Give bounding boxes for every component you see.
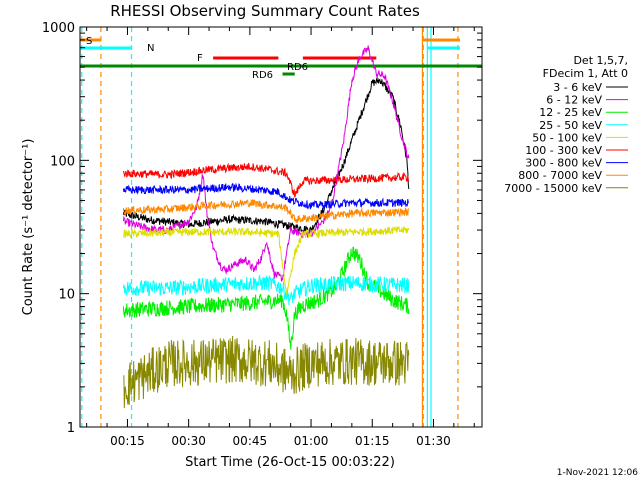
legend-entry-label: 300 - 800 keV <box>525 157 602 170</box>
legend-header: FDecim 1, Att 0 <box>543 67 628 80</box>
x-axis-label: Start Time (26-Oct-15 00:03:22) <box>185 455 395 470</box>
y-axis-label: Count Rate (s⁻¹ detector⁻¹) <box>21 139 36 316</box>
marker-label-n: N <box>147 43 154 54</box>
x-tick-label: 00:30 <box>171 434 206 448</box>
marker-label-f: F <box>197 53 203 64</box>
legend-entry-label: 50 - 100 keV <box>532 131 602 144</box>
legend-entry-label: 25 - 50 keV <box>539 119 602 132</box>
x-tick-label: 00:45 <box>233 434 268 448</box>
series-line-8 <box>122 335 410 409</box>
series-line-3 <box>122 275 410 306</box>
series-line-5 <box>122 162 410 198</box>
marker-label-rd6: RD6 <box>287 62 308 73</box>
axes: 00:15 00:30 00:45 01:00 01:15 01:30 1 10 100 1000 <box>42 21 482 448</box>
series-line-7 <box>122 199 410 224</box>
marker-label-s: S <box>86 36 92 47</box>
series-line-6 <box>122 182 409 210</box>
legend-entry-label: 7000 - 15000 keV <box>504 182 602 195</box>
x-tick-label: 01:15 <box>355 434 390 448</box>
legend-entry-label: 6 - 12 keV <box>546 94 602 107</box>
series-line-2 <box>122 246 410 350</box>
legend-entry-label: 3 - 6 keV <box>553 81 602 94</box>
marker-label-rd6: RD6 <box>252 70 273 81</box>
legend-entry-label: 800 - 7000 keV <box>518 169 602 182</box>
y-tick-label: 10 <box>58 288 75 303</box>
y-tick-label: 1 <box>67 421 75 436</box>
plot-frame <box>79 26 483 428</box>
x-tick-label: 01:30 <box>416 434 451 448</box>
series-layer <box>122 45 410 409</box>
y-tick-label: 100 <box>50 154 75 169</box>
legend-header: Det 1,5,7, <box>573 54 628 67</box>
legend-entry-label: 12 - 25 keV <box>539 106 602 119</box>
observing-markers: S N F RD6 RD6 <box>80 27 482 427</box>
legend-entry-label: 100 - 300 keV <box>525 144 602 157</box>
series-line-0 <box>122 76 410 236</box>
y-tick-label: 1000 <box>42 21 75 36</box>
x-tick-label: 01:00 <box>294 434 329 448</box>
footer-date: 1-Nov-2021 12:06 <box>557 468 639 478</box>
chart-title: RHESSI Observing Summary Count Rates <box>110 2 420 20</box>
series-line-4 <box>123 226 410 295</box>
x-tick-label: 00:15 <box>110 434 145 448</box>
